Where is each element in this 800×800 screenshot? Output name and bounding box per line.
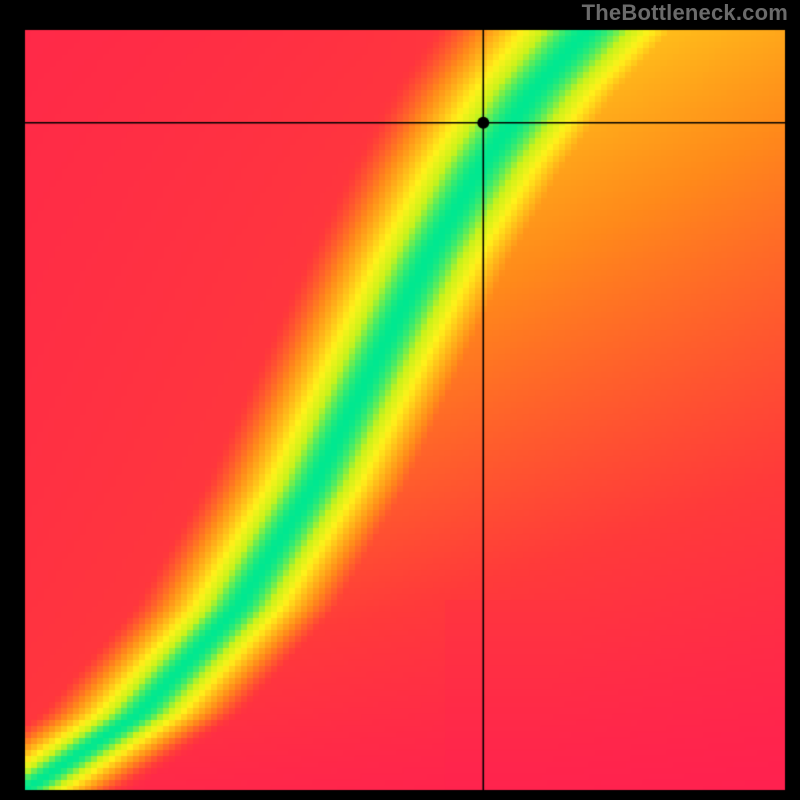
watermark-text: TheBottleneck.com (582, 0, 788, 26)
chart-container: TheBottleneck.com (0, 0, 800, 800)
bottleneck-heatmap (0, 0, 800, 800)
